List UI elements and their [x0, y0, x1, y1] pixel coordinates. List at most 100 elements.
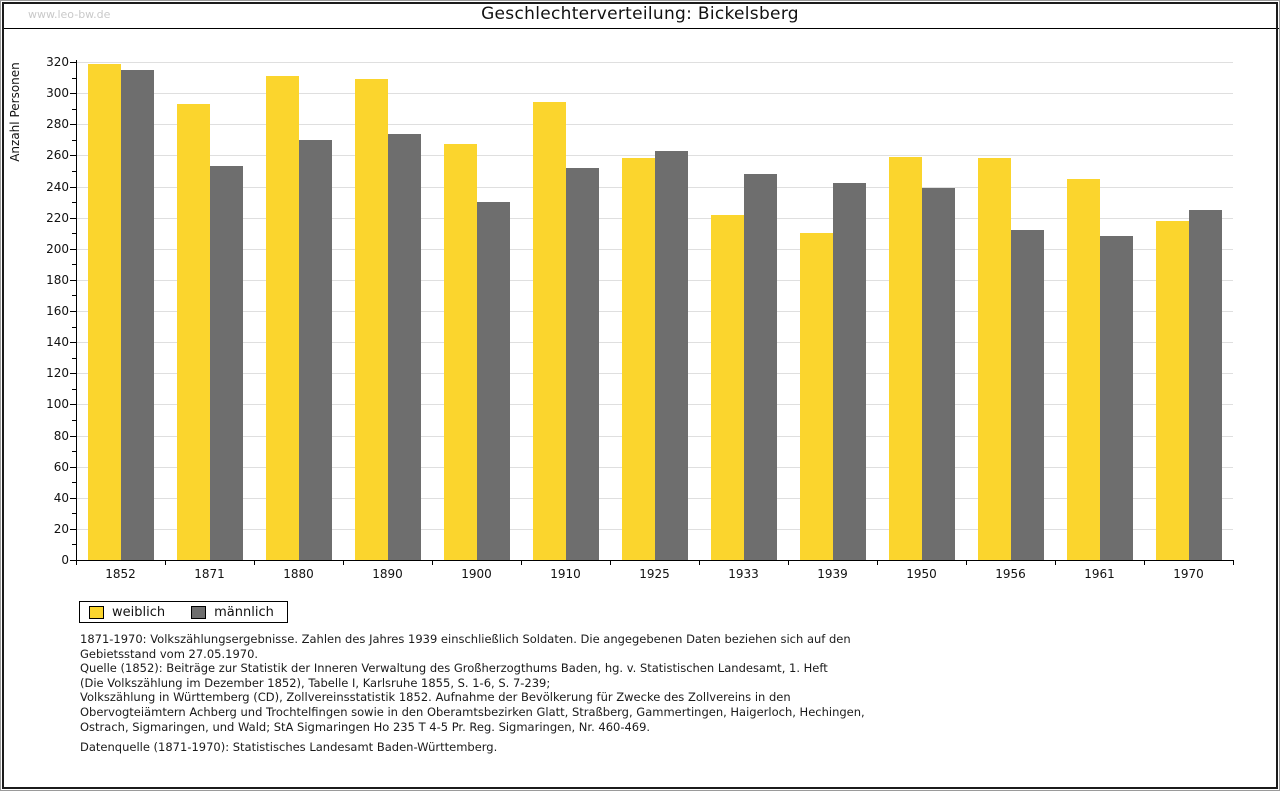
y-tick-mark [70, 342, 76, 344]
y-tick-mark [70, 311, 76, 312]
bar-weiblich-1950 [888, 156, 922, 560]
y-tick-label: 0 [61, 553, 69, 567]
bar-maennlich-1956 [1010, 230, 1044, 560]
bar-maennlich-1961 [1099, 236, 1133, 560]
x-tick-mark [1144, 560, 1145, 565]
footnote-line: Obervogteiämtern Achberg und Trochtelfin… [80, 704, 865, 719]
footnote-line: (Die Volkszählung im Dezember 1852), Tab… [80, 675, 551, 690]
x-category-label: 1939 [817, 567, 848, 581]
y-tick-mark [72, 544, 76, 546]
bar-weiblich-1890 [354, 79, 388, 560]
y-tick-mark [72, 482, 76, 484]
y-tick-label: 60 [53, 459, 69, 474]
x-category-label: 1950 [906, 567, 937, 581]
x-category-label: 1961 [1084, 567, 1115, 581]
x-tick-mark [76, 560, 77, 565]
y-tick-label: 140 [46, 335, 69, 350]
footnote-line: Volkszählung in Württemberg (CD), Zollve… [80, 690, 791, 705]
y-tick-label: 200 [46, 241, 69, 256]
legend-label: männlich [214, 604, 274, 620]
x-category-label: 1871 [194, 567, 225, 581]
x-category-label: 1890 [372, 567, 403, 581]
y-tick-label: 20 [53, 521, 69, 536]
y-tick-label: 40 [53, 490, 69, 505]
y-tick-mark [72, 77, 76, 79]
y-axis-line [76, 60, 77, 561]
x-category-label: 1852 [105, 567, 136, 581]
x-tick-mark [254, 560, 255, 565]
bar-weiblich-1933 [710, 214, 744, 560]
x-category-label: 1956 [995, 567, 1026, 581]
y-tick-mark [70, 124, 76, 126]
y-tick-mark [70, 248, 76, 250]
legend-item-weiblich: weiblich [89, 605, 165, 620]
y-tick-mark [70, 62, 76, 63]
y-tick-mark [72, 419, 76, 421]
bar-maennlich-1970 [1188, 209, 1222, 560]
bar-maennlich-1950 [921, 188, 955, 560]
x-tick-mark [877, 560, 878, 565]
bar-maennlich-1890 [387, 133, 421, 560]
legend-item-männlich: männlich [191, 605, 274, 620]
y-gridline [76, 93, 1233, 95]
y-tick-mark [72, 388, 76, 390]
data-source-line: Datenquelle (1871-1970): Statistisches L… [80, 740, 498, 754]
title-divider-line [3, 28, 1279, 29]
x-category-label: 1925 [639, 567, 670, 581]
x-tick-mark [165, 560, 166, 565]
x-tick-mark [610, 560, 611, 565]
bar-maennlich-1900 [476, 202, 510, 560]
y-tick-label: 240 [46, 179, 69, 194]
y-tick-mark [72, 264, 76, 266]
y-tick-mark [70, 497, 76, 499]
y-tick-mark [72, 170, 76, 172]
y-tick-mark [72, 202, 76, 204]
legend-swatch-männlich [191, 605, 207, 619]
y-tick-label: 80 [53, 428, 69, 443]
y-tick-label: 160 [46, 304, 69, 318]
x-category-label: 1933 [728, 567, 759, 581]
x-category-label: 1880 [283, 567, 314, 581]
bar-weiblich-1900 [443, 144, 477, 560]
chart-legend: weiblich männlich [79, 601, 288, 623]
x-tick-mark [699, 560, 700, 565]
bar-maennlich-1880 [298, 139, 332, 560]
x-category-label: 1900 [461, 567, 492, 581]
y-tick-mark [70, 373, 76, 375]
y-tick-mark [70, 217, 76, 219]
legend-swatch-weiblich [89, 605, 104, 619]
x-tick-mark [1055, 560, 1056, 565]
footnote-line: 1871-1970: Volkszählungsergebnisse. Zahl… [80, 632, 851, 646]
bar-weiblich-1939 [799, 233, 833, 560]
y-tick-mark [70, 404, 76, 406]
x-tick-mark [521, 560, 522, 565]
y-tick-label: 320 [46, 55, 69, 69]
y-tick-mark [72, 513, 76, 515]
y-tick-mark [70, 93, 76, 95]
y-tick-label: 300 [46, 86, 69, 101]
y-tick-mark [70, 466, 76, 468]
x-axis-line [76, 560, 1234, 561]
bar-weiblich-1871 [176, 104, 210, 560]
bar-maennlich-1925 [654, 150, 688, 560]
y-tick-label: 220 [46, 210, 69, 225]
footnote-line: Ostrach, Sigmaringen, und Wald; StA Sigm… [80, 719, 651, 734]
x-category-label: 1970 [1173, 567, 1204, 581]
y-tick-label: 120 [46, 366, 69, 381]
bar-weiblich-1956 [977, 158, 1011, 560]
y-tick-mark [72, 357, 76, 359]
y-tick-mark [70, 155, 76, 157]
y-tick-mark [72, 108, 76, 110]
y-tick-mark [72, 295, 76, 297]
bar-weiblich-1910 [532, 102, 566, 560]
bar-maennlich-1910 [565, 167, 599, 560]
x-tick-mark [1233, 560, 1234, 565]
y-gridline [76, 124, 1233, 126]
y-gridline [76, 62, 1233, 63]
y-tick-mark [70, 528, 76, 530]
y-tick-label: 280 [46, 117, 69, 132]
x-category-label: 1910 [550, 567, 581, 581]
x-tick-mark [966, 560, 967, 565]
y-tick-mark [70, 560, 76, 561]
